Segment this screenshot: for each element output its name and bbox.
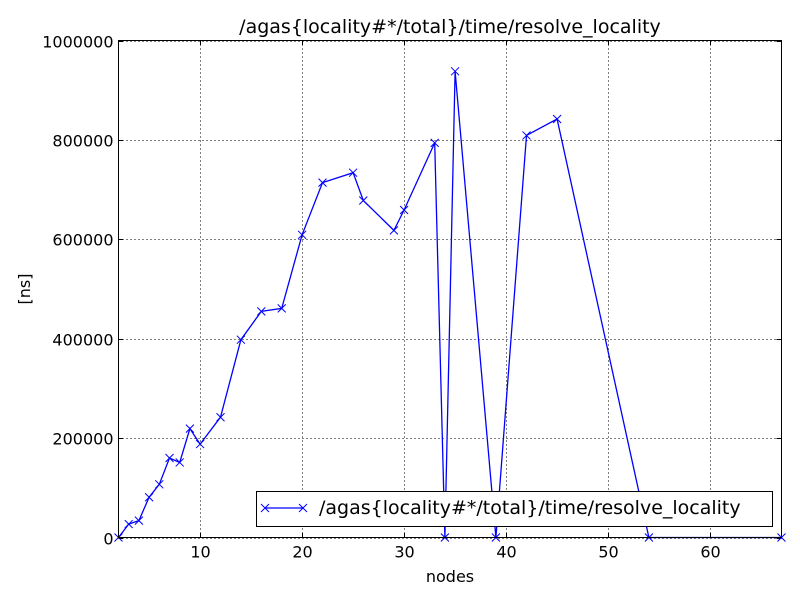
x-tick-label: 60	[700, 543, 720, 562]
data-point-marker	[348, 168, 358, 178]
data-point-marker	[256, 307, 266, 316]
chart-title: /agas{locality#*/total}/time/resolve_loc…	[239, 16, 661, 38]
data-point-marker	[522, 131, 531, 140]
data-point-marker	[277, 304, 287, 313]
data-point-marker	[165, 453, 174, 463]
y-tick-label: 800000	[52, 132, 113, 151]
y-tick-label: 1000000	[42, 33, 113, 52]
data-point-marker	[389, 226, 399, 235]
data-point-marker	[154, 479, 164, 489]
legend-label: /agas{locality#*/total}/time/resolve_loc…	[319, 497, 741, 519]
data-point-marker	[185, 424, 195, 434]
data-point-marker	[399, 205, 409, 215]
data-point-marker	[430, 138, 440, 148]
x-tick-label: 30	[394, 543, 414, 562]
data-point-marker	[318, 178, 327, 187]
data-point-marker	[236, 335, 246, 345]
x-tick-label: 20	[292, 543, 312, 562]
y-tick-label: 0	[103, 530, 113, 549]
x-tick-label: 10	[190, 543, 210, 562]
data-point-marker	[195, 439, 205, 449]
data-point-marker	[134, 516, 144, 525]
y-tick-label: 600000	[52, 231, 113, 250]
x-axis-label: nodes	[426, 567, 474, 586]
x-tick-label: 40	[496, 543, 516, 562]
data-point-marker	[144, 492, 154, 502]
legend-marker-icon	[260, 503, 308, 513]
data-point-marker	[216, 412, 225, 422]
plot-frame	[118, 40, 782, 538]
data-point-marker	[358, 196, 368, 205]
y-axis-label: [ns]	[15, 274, 34, 305]
axis-ticks: 10 20 30 40 50 60 0 200000 400000 600000 800000 100…	[42, 33, 782, 562]
y-tick-label: 200000	[52, 430, 113, 449]
data-point-marker	[297, 230, 307, 240]
y-tick-label: 400000	[52, 331, 113, 350]
grid	[118, 40, 782, 539]
data-point-marker	[552, 114, 562, 124]
data-point-marker	[450, 66, 460, 76]
x-tick-label: 50	[598, 543, 618, 562]
data-point-marker	[175, 458, 185, 467]
data-point-marker	[124, 519, 134, 529]
legend: /agas{locality#*/total}/time/resolve_loc…	[256, 491, 773, 527]
legend-box	[256, 491, 773, 527]
